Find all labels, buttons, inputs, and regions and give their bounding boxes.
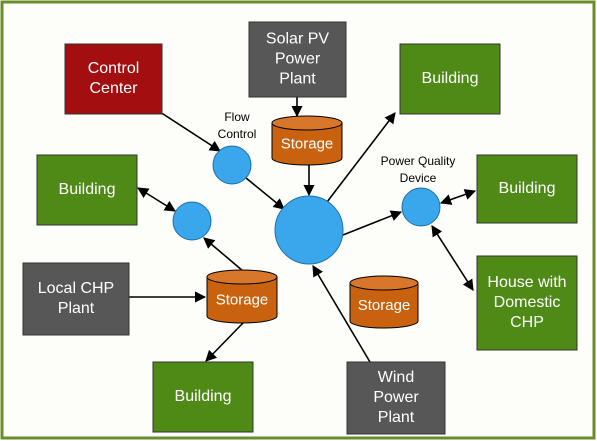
box	[248, 21, 347, 98]
box	[64, 43, 163, 115]
node-box: Wind Power Plant	[346, 361, 446, 435]
box	[36, 154, 138, 226]
node-label: Plant	[279, 71, 316, 88]
edge	[342, 210, 403, 236]
node-label: Building	[175, 388, 232, 405]
hub	[212, 145, 252, 185]
node-label: Building	[422, 70, 479, 87]
storage: Storage	[349, 275, 419, 329]
node-box: House with Domestic CHP	[476, 255, 578, 351]
node-box: Building	[476, 154, 578, 224]
cylinder-body	[349, 282, 419, 329]
edge	[159, 111, 221, 152]
edge	[431, 225, 474, 291]
node-label: House with	[487, 274, 566, 291]
box	[399, 43, 501, 115]
hub	[274, 195, 344, 265]
node-box: Local CHP Plant	[22, 262, 130, 336]
edge	[326, 112, 396, 203]
hub	[401, 187, 441, 227]
box	[476, 154, 578, 224]
node-label: Local CHP	[38, 280, 114, 297]
edge	[203, 237, 244, 272]
storage: Storage	[206, 269, 278, 324]
node-box: Building	[152, 361, 254, 433]
node-label: Storage	[216, 291, 269, 308]
edge	[439, 189, 477, 205]
hub-label: Device	[400, 171, 437, 185]
hub-label: Flow	[224, 110, 250, 124]
node-box: Building	[36, 154, 138, 226]
node-label: Storage	[358, 297, 411, 314]
node-label: Center	[89, 80, 138, 97]
node-label: Plant	[378, 409, 415, 426]
hub-label: Control	[218, 127, 257, 141]
node-label: Power	[373, 389, 419, 406]
box	[22, 262, 130, 336]
node-label: Domestic	[494, 294, 561, 311]
node-label: Storage	[281, 135, 334, 152]
edge	[245, 177, 285, 210]
box	[152, 361, 254, 433]
cylinder-top	[271, 115, 343, 131]
cylinder-top	[206, 269, 278, 285]
node-box: Solar PV Power Plant	[248, 21, 347, 98]
node-label: CHP	[510, 314, 544, 331]
node-box: Building	[399, 43, 501, 115]
cylinder-body	[206, 276, 278, 324]
cylinder-body	[271, 122, 343, 166]
box	[476, 255, 578, 351]
node-label: Wind	[378, 369, 414, 386]
hubs	[172, 145, 441, 265]
edge	[137, 187, 176, 212]
cylinder-top	[349, 275, 419, 291]
node-box: Control Center	[64, 43, 163, 115]
edge	[205, 322, 244, 362]
edges	[129, 97, 477, 363]
storage: Storage	[271, 115, 343, 166]
node-label: Power	[275, 51, 321, 68]
node-label: Building	[499, 180, 556, 197]
hub-label: Power Quality	[381, 154, 456, 168]
node-label: Building	[59, 181, 116, 198]
hub	[172, 201, 212, 241]
box	[346, 361, 446, 435]
node-label: Plant	[58, 300, 95, 317]
node-label: Control	[88, 60, 140, 77]
node-label: Solar PV	[266, 31, 329, 48]
edge	[312, 265, 371, 363]
